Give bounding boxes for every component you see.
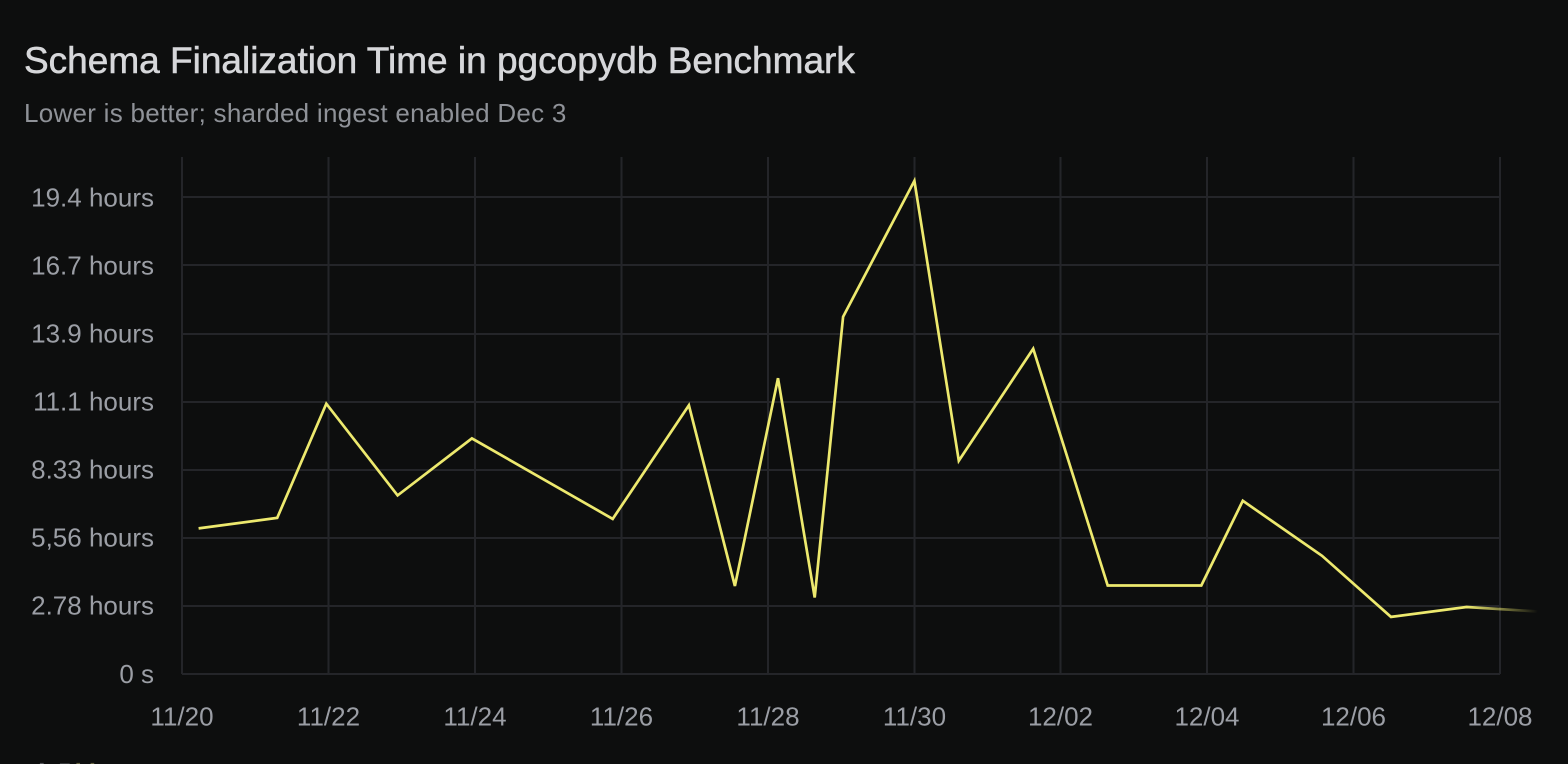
svg-text:0 s: 0 s [119, 659, 154, 689]
svg-text:12/04: 12/04 [1174, 702, 1239, 732]
svg-text:8.33 hours: 8.33 hours [31, 455, 154, 485]
svg-text:12/06: 12/06 [1321, 702, 1386, 732]
svg-text:11.1 hours: 11.1 hours [33, 387, 154, 417]
svg-text:16.7 hours: 16.7 hours [31, 251, 154, 281]
svg-text:12/08: 12/08 [1467, 702, 1532, 732]
svg-text:11/28: 11/28 [736, 702, 799, 732]
svg-text:5,56 hours: 5,56 hours [31, 523, 154, 553]
svg-text:11/30: 11/30 [883, 702, 946, 732]
svg-text:11/26: 11/26 [590, 702, 653, 732]
svg-text:11/24: 11/24 [443, 702, 506, 732]
svg-text:2.78 hours: 2.78 hours [31, 591, 154, 621]
svg-text:13.9 hours: 13.9 hours [31, 319, 154, 349]
svg-text:11/20: 11/20 [150, 702, 213, 732]
svg-text:19.4 hours: 19.4 hours [31, 183, 154, 213]
svg-text:12/02: 12/02 [1028, 702, 1093, 732]
svg-text:11/22: 11/22 [297, 702, 360, 732]
